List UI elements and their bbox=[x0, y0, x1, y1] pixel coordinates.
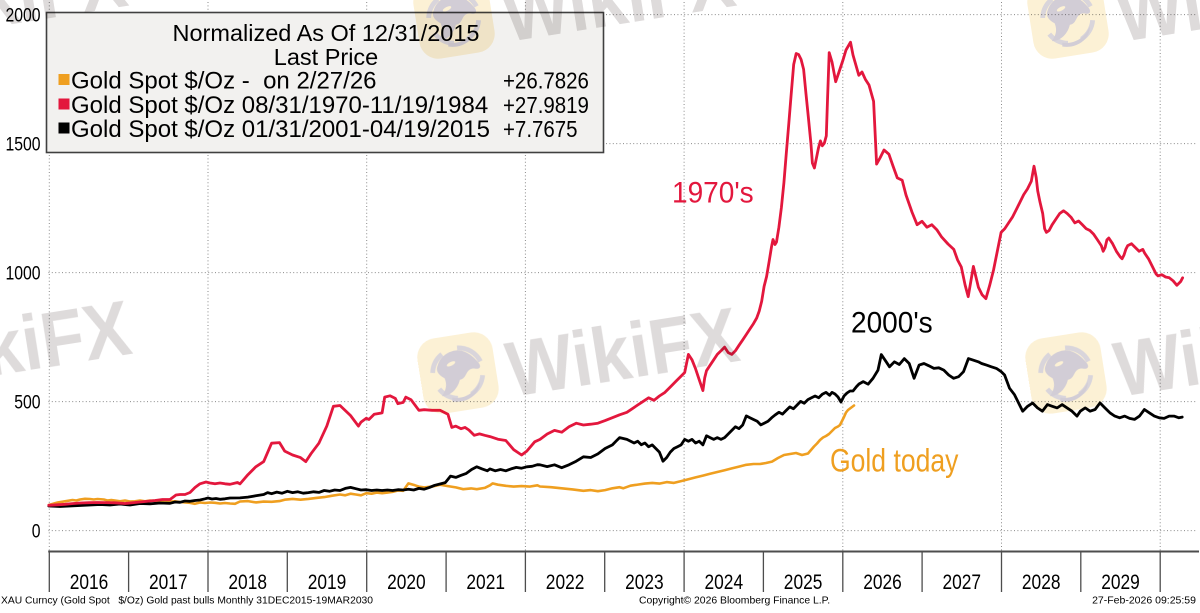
svg-text:1000: 1000 bbox=[5, 262, 40, 284]
svg-text:Gold Spot $/Oz 08/31/1970-11/1: Gold Spot $/Oz 08/31/1970-11/19/1984 bbox=[71, 92, 488, 119]
svg-text:2000's: 2000's bbox=[851, 307, 933, 340]
svg-text:2022: 2022 bbox=[546, 572, 585, 595]
svg-text:2018: 2018 bbox=[228, 572, 267, 595]
svg-text:Gold Spot $/Oz 01/31/2001-04/1: Gold Spot $/Oz 01/31/2001-04/19/2015 bbox=[71, 116, 490, 143]
svg-text:0: 0 bbox=[32, 520, 41, 542]
svg-text:Copyright© 2026 Bloomberg Fina: Copyright© 2026 Bloomberg Finance L.P. bbox=[639, 596, 830, 607]
svg-text:2028: 2028 bbox=[1022, 572, 1061, 595]
svg-text:2029: 2029 bbox=[1101, 572, 1140, 595]
svg-text:2023: 2023 bbox=[625, 572, 664, 595]
svg-text:2025: 2025 bbox=[784, 572, 823, 595]
svg-text:+7.7675: +7.7675 bbox=[503, 116, 578, 142]
svg-text:Last Price: Last Price bbox=[274, 44, 379, 70]
svg-text:2020: 2020 bbox=[387, 572, 426, 595]
svg-text:1970's: 1970's bbox=[672, 177, 754, 210]
svg-text:Gold today: Gold today bbox=[830, 443, 959, 479]
svg-text:2016: 2016 bbox=[70, 572, 109, 595]
svg-text:Gold Spot $/Oz - on 2/27/26: Gold Spot $/Oz - on 2/27/26 bbox=[71, 68, 377, 95]
svg-text:1500: 1500 bbox=[5, 133, 40, 155]
svg-text:2027: 2027 bbox=[943, 572, 982, 595]
svg-text:2024: 2024 bbox=[705, 572, 744, 595]
svg-text:+26.7826: +26.7826 bbox=[503, 67, 589, 93]
svg-text:2021: 2021 bbox=[466, 572, 505, 595]
svg-text:2026: 2026 bbox=[863, 572, 902, 595]
svg-text:2017: 2017 bbox=[149, 572, 188, 595]
svg-text:+27.9819: +27.9819 bbox=[503, 92, 589, 118]
svg-text:27-Feb-2026 09:25:59: 27-Feb-2026 09:25:59 bbox=[1092, 595, 1196, 607]
svg-text:2019: 2019 bbox=[308, 572, 347, 595]
svg-text:500: 500 bbox=[14, 391, 41, 413]
svg-text:XAU Curncy (Gold Spot $/Oz): XAU Curncy (Gold Spot $/Oz) Gold past bu… bbox=[1, 596, 373, 607]
